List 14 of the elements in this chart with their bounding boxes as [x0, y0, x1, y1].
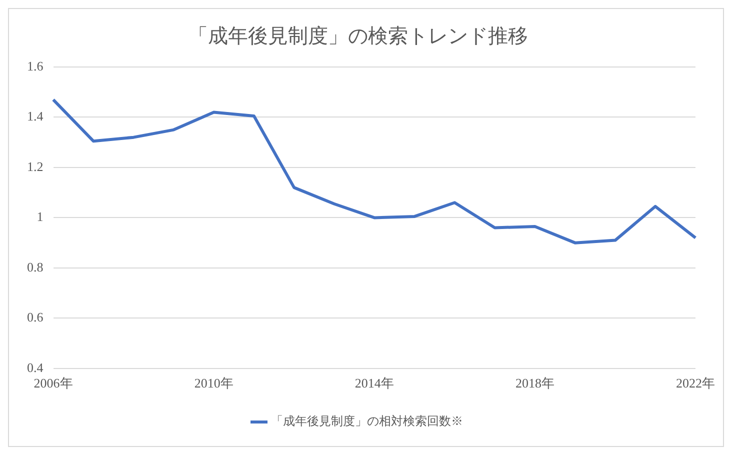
x-tick-label: 2022年: [676, 376, 715, 391]
x-tick-label: 2010年: [194, 376, 234, 391]
y-tick-label: 0.8: [27, 259, 44, 274]
y-tick-label: 0.6: [27, 310, 44, 325]
y-tick-label: 1.2: [27, 158, 44, 174]
y-tick-label: 1.6: [27, 58, 44, 74]
y-tick-label: 1.4: [27, 108, 44, 124]
chart-title: 「成年後見制度」の検索トレンド推移: [188, 25, 528, 48]
x-tick-label: 2014年: [354, 376, 394, 391]
x-tick-label: 2006年: [34, 376, 73, 391]
legend-label: 「成年後見制度」の相対検索回数※: [271, 414, 463, 428]
y-tick-label: 1: [36, 209, 44, 224]
x-tick-label: 2018年: [515, 376, 554, 391]
y-tick-label: 0.4: [27, 360, 44, 375]
